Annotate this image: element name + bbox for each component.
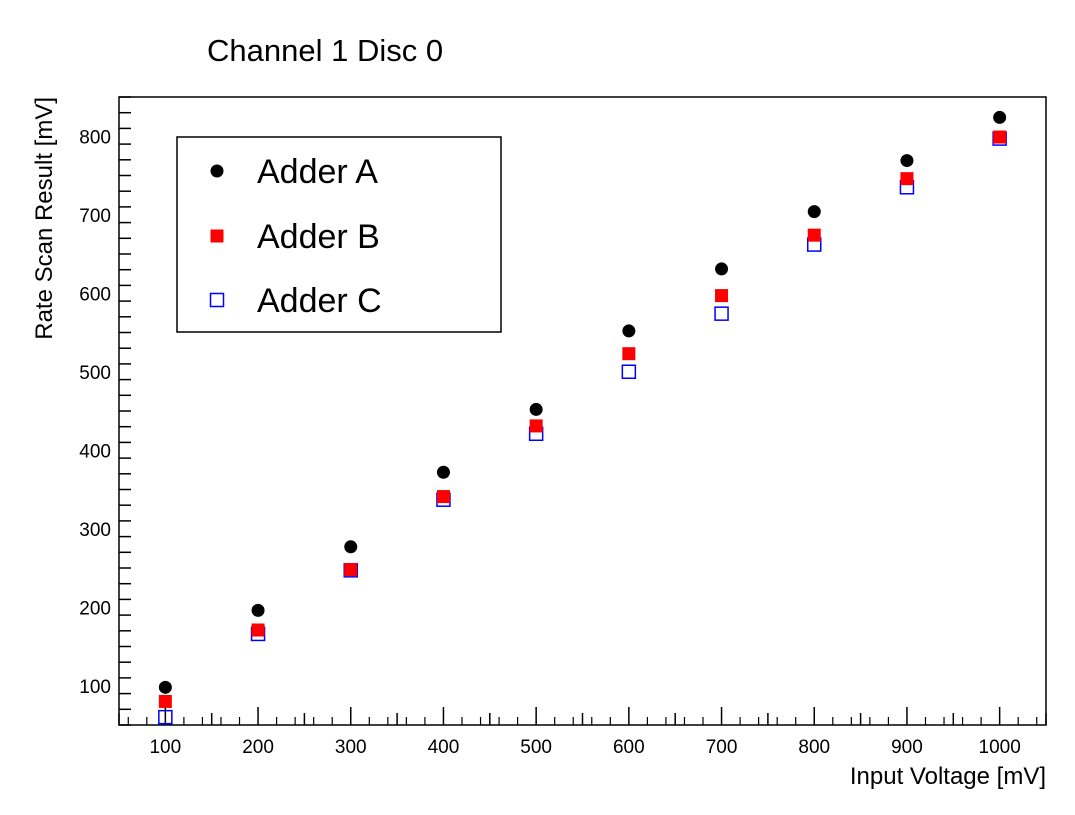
data-point-adder-b <box>529 419 543 433</box>
x-tick-label: 700 <box>706 737 738 758</box>
data-point-adder-b <box>344 563 358 577</box>
data-point-adder-b <box>715 289 729 303</box>
x-tick-label: 200 <box>242 737 274 758</box>
data-point-adder-b <box>993 130 1007 144</box>
legend: Adder A Adder B Adder C <box>176 136 502 333</box>
data-point-adder-a <box>807 205 821 219</box>
data-point-adder-a <box>344 540 358 554</box>
x-tick-label: 600 <box>613 737 645 758</box>
data-point-adder-a <box>529 402 543 416</box>
legend-label: Adder C <box>257 282 382 320</box>
legend-marker <box>210 229 224 243</box>
x-tick-label: 1000 <box>979 737 1021 758</box>
y-tick-label: 400 <box>79 441 111 462</box>
legend-marker <box>209 292 225 308</box>
legend-marker <box>210 164 224 178</box>
data-point-adder-a <box>900 154 914 168</box>
x-tick-label: 900 <box>891 737 923 758</box>
data-point-adder-c <box>714 306 729 321</box>
data-point-adder-a <box>622 324 636 338</box>
data-point-adder-b <box>622 347 636 361</box>
data-point-adder-c <box>621 364 637 379</box>
y-tick-label: 300 <box>79 520 111 541</box>
data-point-adder-b <box>900 172 914 186</box>
legend-label: Adder B <box>257 218 380 256</box>
x-tick-label: 400 <box>428 737 460 758</box>
data-point-adder-b <box>158 694 172 708</box>
data-point-adder-b <box>436 490 450 504</box>
data-point-adder-b <box>251 623 265 637</box>
chart-title: Channel 1 Disc 0 <box>207 33 443 68</box>
x-tick-label: 300 <box>335 737 367 758</box>
data-point-adder-a <box>158 680 172 694</box>
axis-ticks: 100 200 300 400 500 600 700 800 900 1000 100 200 300… <box>79 96 1047 758</box>
y-tick-label: 600 <box>79 284 111 305</box>
x-tick-label: 100 <box>149 737 181 758</box>
y-tick-label: 700 <box>79 206 111 227</box>
x-tick-label: 500 <box>520 737 552 758</box>
y-tick-label: 200 <box>79 598 111 619</box>
y-axis-title: Rate Scan Result [mV] <box>31 97 58 340</box>
data-point-adder-b <box>807 228 821 242</box>
data-point-adder-a <box>993 110 1007 124</box>
y-tick-label: 100 <box>79 677 111 698</box>
x-tick-label: 800 <box>798 737 830 758</box>
legend-box <box>176 136 502 333</box>
data-point-adder-a <box>251 603 265 617</box>
data-point-adder-a <box>715 262 729 276</box>
legend-label: Adder A <box>257 153 378 191</box>
data-point-adder-c <box>158 709 173 725</box>
data-points <box>158 110 1007 725</box>
y-tick-label: 800 <box>79 127 111 148</box>
y-tick-label: 500 <box>79 363 111 384</box>
x-axis-title: Input Voltage [mV] <box>850 763 1046 790</box>
data-point-adder-a <box>436 465 450 479</box>
